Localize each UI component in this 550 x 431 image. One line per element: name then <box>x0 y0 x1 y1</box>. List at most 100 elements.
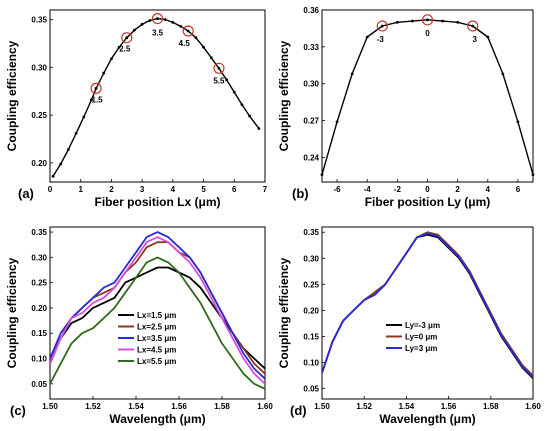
data-point <box>156 17 159 20</box>
series-line <box>322 233 533 379</box>
y-tick-label: 0.30 <box>303 254 319 263</box>
series-line <box>52 17 260 177</box>
data-point <box>67 148 70 151</box>
data-point <box>102 71 106 75</box>
x-tick-label: 1.54 <box>399 402 415 411</box>
x-tick-label: -4 <box>364 185 372 194</box>
data-point <box>395 20 399 24</box>
data-point <box>426 18 429 22</box>
y-tick-label: 0.15 <box>303 332 319 341</box>
data-point <box>202 45 205 49</box>
legend-label: Lx=2.5 μm <box>137 323 176 332</box>
x-tick-label: 2 <box>109 185 114 194</box>
x-tick-label: 0 <box>425 185 430 194</box>
x-tick-label: 6 <box>516 185 521 194</box>
highlight-label: 2.5 <box>119 45 131 54</box>
data-point <box>171 21 175 24</box>
y-tick-label: 0.05 <box>31 380 47 389</box>
data-point <box>411 19 414 23</box>
x-axis-label: Fiber position Ly (μm) <box>365 195 491 209</box>
series-line <box>322 232 533 378</box>
panel-label: (b) <box>292 186 309 201</box>
data-point <box>456 20 460 24</box>
y-tick-label: 0.30 <box>31 253 47 262</box>
legend-label: Lx=3.5 μm <box>137 334 176 343</box>
y-tick-label: 0.24 <box>303 153 319 162</box>
y-tick-label: 0.10 <box>303 359 319 368</box>
highlight-circle <box>213 62 225 74</box>
data-point <box>225 78 229 82</box>
data-point <box>59 162 63 166</box>
x-tick-label: 0 <box>48 185 53 194</box>
legend-label: Lx=4.5 μm <box>137 346 176 355</box>
series-line <box>50 236 265 385</box>
y-tick-label: 0.20 <box>303 306 319 315</box>
series-line <box>322 19 533 175</box>
data-point <box>335 120 339 124</box>
x-tick-label: 3 <box>140 185 145 194</box>
highlight-circle <box>182 25 194 37</box>
data-point <box>320 173 324 177</box>
x-tick-label: 1.60 <box>257 402 273 411</box>
x-tick-label: 4 <box>486 185 491 194</box>
y-tick-label: 0.35 <box>31 228 47 237</box>
highlight-label: 3 <box>472 35 477 44</box>
data-point <box>194 36 198 40</box>
data-point <box>441 19 444 23</box>
data-point <box>380 24 384 28</box>
y-tick-label: 0.30 <box>31 63 47 72</box>
plot-frame <box>321 226 534 400</box>
y-axis-label: Coupling efficiency <box>277 257 291 368</box>
series-line <box>50 256 265 390</box>
highlight-circle <box>467 20 479 32</box>
data-point <box>140 22 144 26</box>
data-point <box>217 66 221 70</box>
data-point <box>163 18 167 21</box>
x-tick-label: 1.52 <box>356 402 372 411</box>
data-point <box>257 127 261 130</box>
data-point <box>240 103 244 106</box>
y-tick-label: 0.25 <box>31 279 47 288</box>
x-tick-label: 4 <box>171 185 176 194</box>
y-tick-label: 0.27 <box>303 117 319 126</box>
series-line <box>50 231 265 380</box>
highlight-label: -3 <box>377 35 385 44</box>
data-point <box>74 131 78 135</box>
y-axis-label: Coupling efficiency <box>5 40 19 151</box>
data-point <box>365 35 369 39</box>
y-axis-label: Coupling efficiency <box>5 257 19 368</box>
x-tick-label: 1.54 <box>128 402 144 411</box>
y-tick-label: 0.05 <box>303 385 319 394</box>
x-tick-label: 1.56 <box>441 402 457 411</box>
data-point <box>125 36 129 40</box>
x-axis-label: Wavelength (μm) <box>109 412 205 426</box>
data-point <box>516 120 520 124</box>
x-tick-label: 1.60 <box>525 402 541 411</box>
highlight-circle <box>376 20 388 32</box>
x-tick-label: 1.52 <box>85 402 101 411</box>
y-tick-label: 0.15 <box>31 329 47 338</box>
legend-label: Ly=3 μm <box>405 344 437 353</box>
x-axis-label: Wavelength (μm) <box>379 412 475 426</box>
x-axis-label: Fiber position Lx (μm) <box>94 195 220 209</box>
data-point <box>248 114 252 118</box>
data-point <box>471 24 475 28</box>
y-tick-label: 0.20 <box>31 159 47 168</box>
series-line <box>322 231 533 377</box>
highlight-label: 4.5 <box>179 39 191 48</box>
x-tick-label: 1.56 <box>171 402 187 411</box>
x-tick-label: 1.50 <box>314 402 330 411</box>
plot-frame <box>49 226 266 400</box>
data-point <box>133 28 136 32</box>
data-point <box>232 90 236 94</box>
y-tick-label: 0.20 <box>31 304 47 313</box>
y-tick-label: 0.36 <box>303 6 319 15</box>
highlight-circle <box>151 13 164 25</box>
plot-frame <box>49 9 266 183</box>
x-tick-label: -6 <box>334 185 342 194</box>
highlight-label: 3.5 <box>152 29 164 38</box>
data-point <box>90 98 93 102</box>
x-tick-label: 2 <box>455 185 460 194</box>
highlight-label: 0 <box>425 29 430 38</box>
